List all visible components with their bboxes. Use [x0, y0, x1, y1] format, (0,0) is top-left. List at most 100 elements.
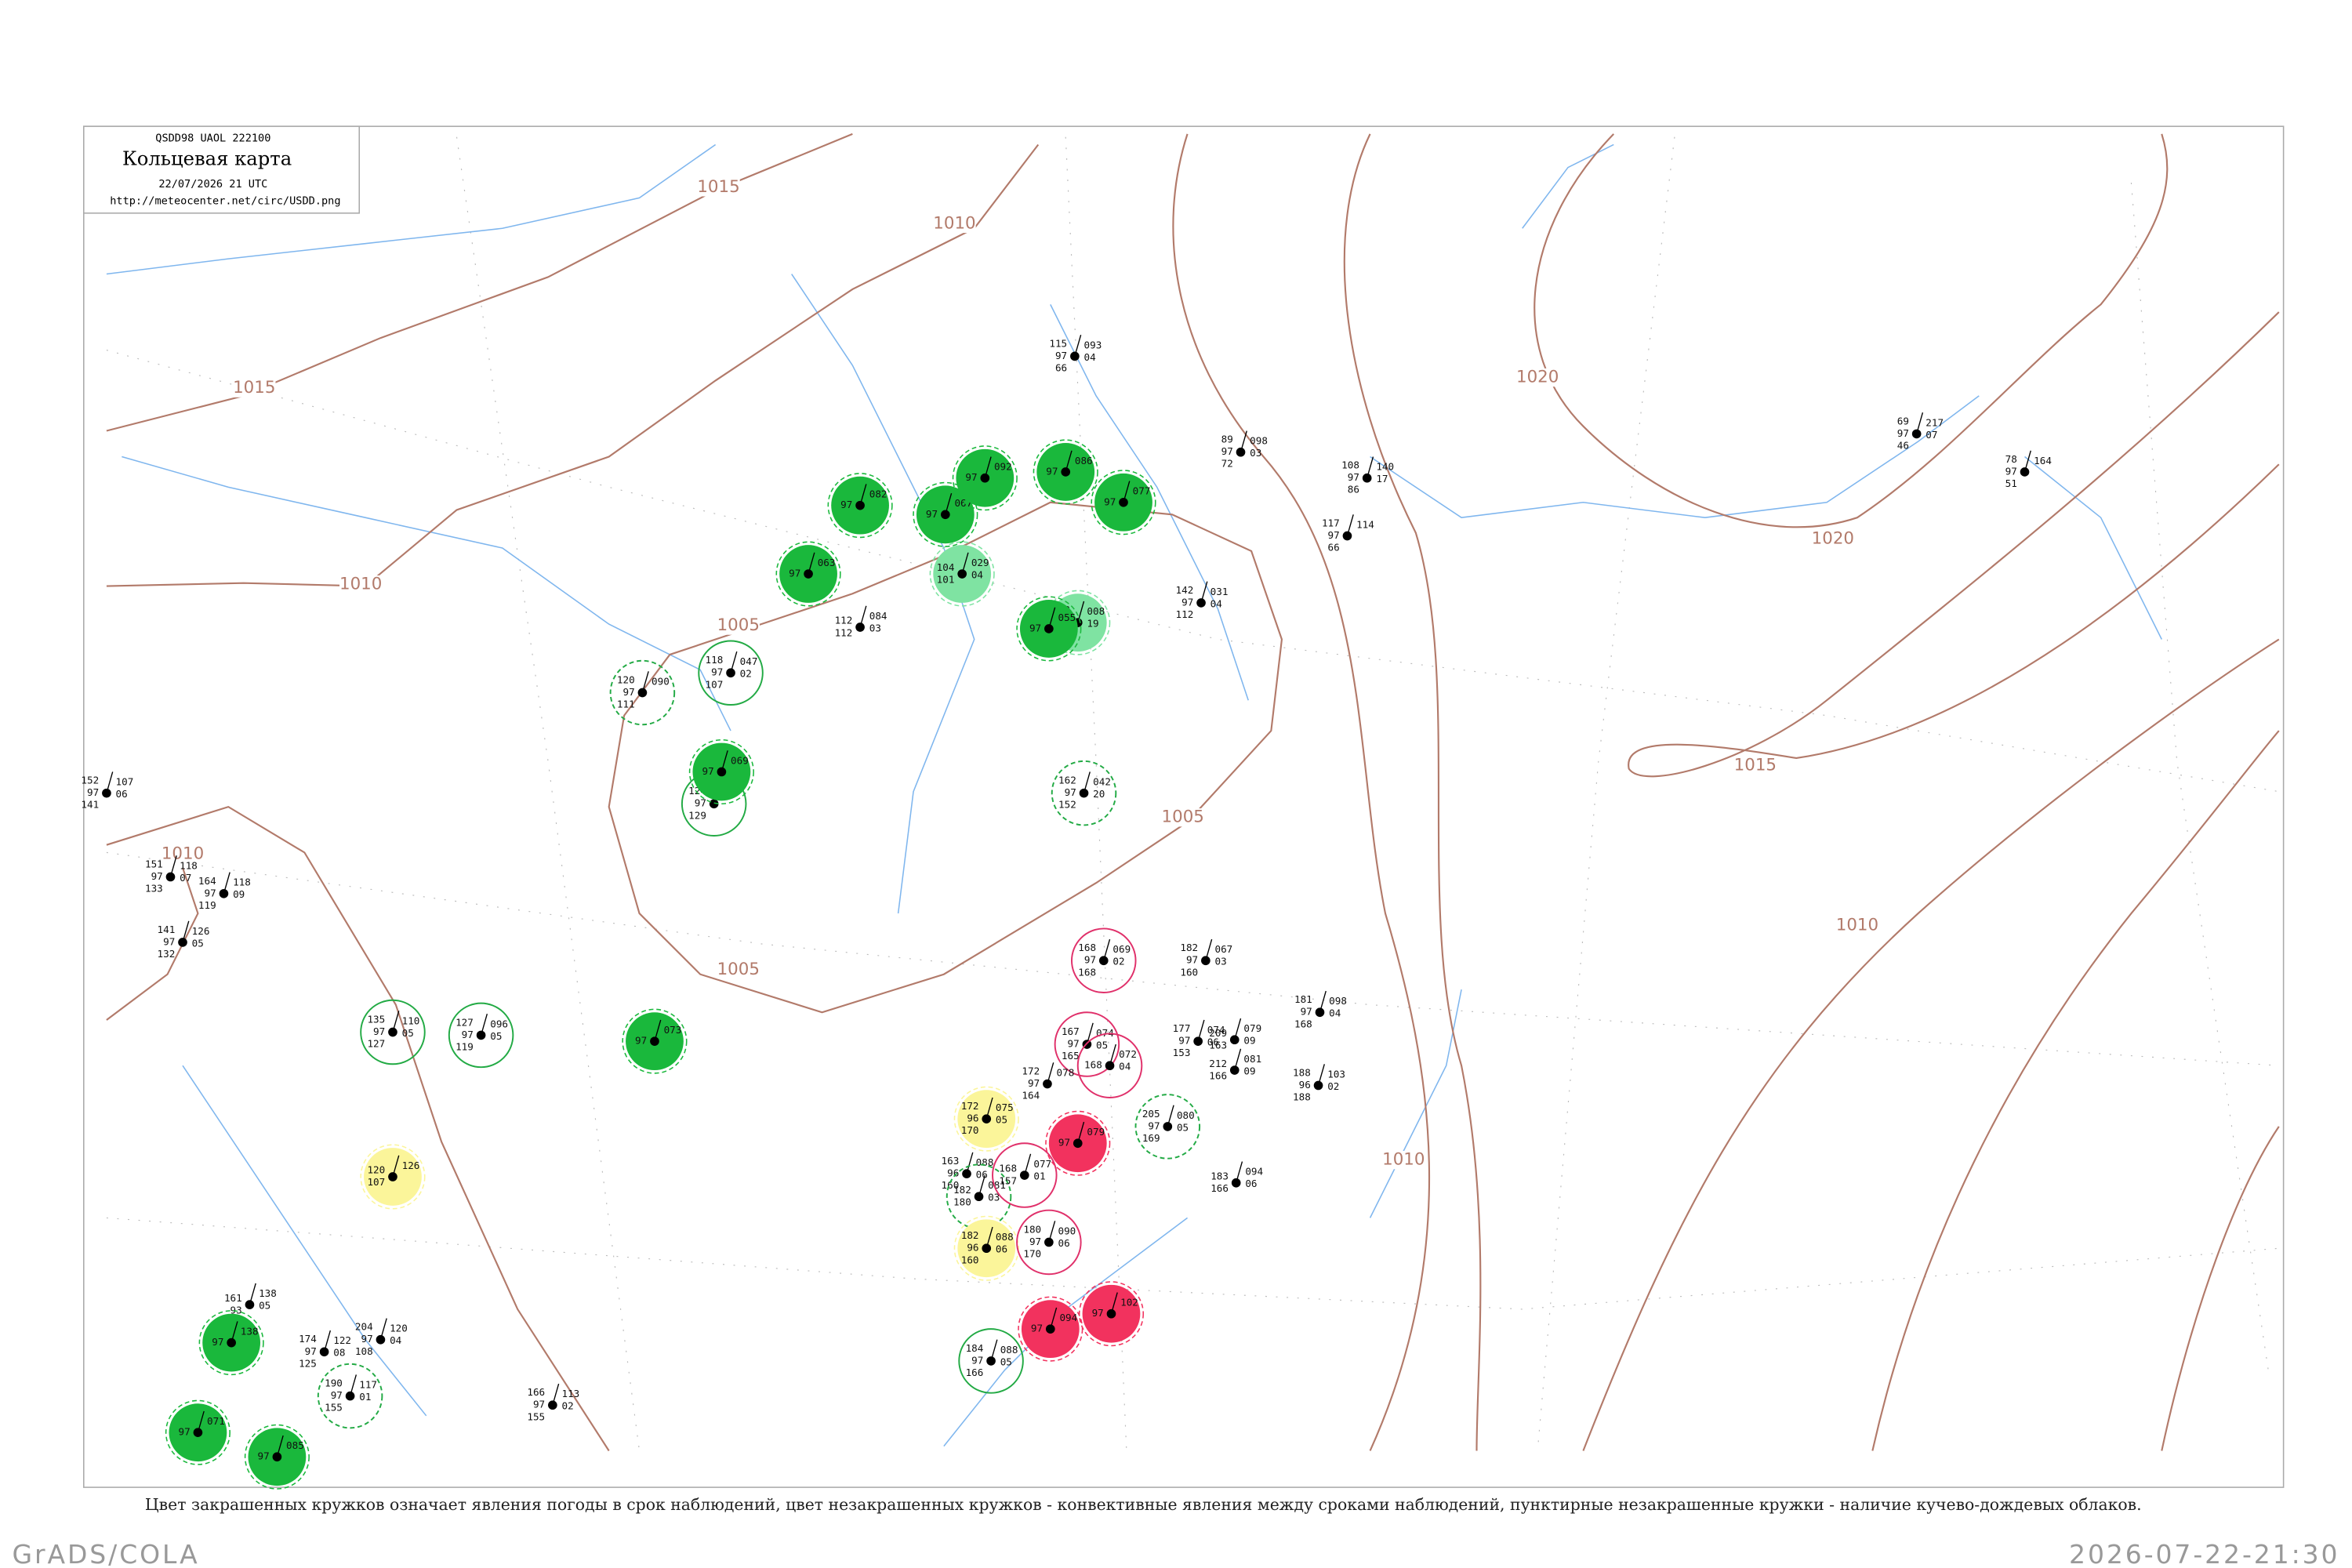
station: 97 094: [1018, 1296, 1083, 1362]
station-left-value: 188: [1293, 1091, 1311, 1103]
station-left-value: 97: [179, 1426, 191, 1438]
station-left-value: 161: [224, 1292, 242, 1304]
station-right-value: 05: [996, 1114, 1007, 1126]
station-left-value: 66: [1055, 361, 1067, 373]
station-left-value: 97: [1328, 529, 1340, 541]
isobar-label-bg: [1835, 916, 1879, 935]
station-right-value: 09: [1243, 1065, 1255, 1076]
station-left-value: 108: [1341, 459, 1359, 471]
station-left-value: 180: [1023, 1223, 1041, 1235]
weather-circle-ring: [1091, 470, 1156, 535]
station-right-value: 140: [1376, 461, 1394, 473]
station-left-value: 97: [151, 870, 163, 882]
map-frame: [83, 125, 2285, 1488]
isobar-label-bg: [1733, 757, 1777, 775]
station-left-value: 160: [942, 1179, 960, 1191]
station-left-value: 166: [527, 1386, 545, 1398]
station-right-value: 06: [116, 788, 128, 800]
station-left-value: 172: [961, 1100, 979, 1112]
station-left-value: 89: [1221, 434, 1233, 445]
station-left-value: 97: [1058, 1137, 1070, 1149]
station-right-value: 06: [1245, 1178, 1257, 1189]
convective-ring: [1076, 1033, 1143, 1098]
station-left-value: 180: [953, 1196, 971, 1207]
isobar-label-bg: [161, 844, 205, 863]
station-left-value: 104: [937, 561, 955, 573]
station-left-value: 97: [258, 1450, 270, 1462]
station-left-value: 72: [1221, 458, 1233, 470]
station-left-value: 118: [706, 654, 724, 666]
station-left-value: 205: [1142, 1108, 1160, 1120]
station-right-value: 069: [731, 754, 749, 766]
wind-barb: [1109, 1044, 1116, 1066]
station-right-value: 06: [976, 1169, 988, 1181]
station-right-value: 113: [562, 1388, 580, 1399]
wind-barb: [1065, 450, 1073, 473]
station-left-value: 162: [1058, 775, 1076, 786]
wind-barb: [984, 456, 992, 478]
station-left-value: 97: [1084, 954, 1096, 966]
station-left-value: 125: [299, 1357, 317, 1369]
station-right-value: 04: [1210, 597, 1222, 609]
header-frame: [83, 125, 361, 214]
wind-barb: [654, 1019, 662, 1042]
station-right-value: 01: [1033, 1170, 1045, 1181]
station-left-value: 172: [1022, 1065, 1040, 1076]
wind-barb: [1103, 938, 1111, 961]
station-dot: [219, 888, 229, 898]
wind-barb: [552, 1383, 560, 1406]
station-left-value: 164: [1022, 1090, 1040, 1102]
station-left-value: 97: [1029, 622, 1041, 633]
station-left-value: 96: [1299, 1079, 1311, 1091]
station: 97 063: [775, 541, 841, 607]
station-left-value: 97: [212, 1336, 223, 1348]
wind-barb: [1024, 1153, 1032, 1176]
station-left-value: 182: [1180, 942, 1198, 953]
station-right-value: 080: [1177, 1109, 1195, 1121]
station-right-value: 094: [1245, 1166, 1263, 1178]
station-left-value: 97: [2005, 465, 2017, 477]
station-right-value: 05: [1000, 1356, 1012, 1367]
station-right-value: 118: [180, 859, 198, 871]
station-left-value: 97: [1186, 954, 1198, 966]
wind-barb: [1086, 1022, 1094, 1045]
station-right-value: 07: [180, 872, 191, 884]
station-right-value: 063: [818, 557, 836, 568]
station-left-value: 181: [1294, 993, 1312, 1005]
weather-circle-ring: [1016, 596, 1082, 662]
wind-barb: [720, 750, 728, 772]
station-left-value: 169: [1142, 1132, 1160, 1144]
station-left-value: 127: [456, 1016, 474, 1028]
isobar-label: 1010: [1836, 916, 1878, 935]
weather-circle-ring: [688, 739, 754, 805]
wind-barb: [1234, 1018, 1242, 1040]
station: 97 073: [622, 1008, 688, 1074]
station-left-value: 152: [1058, 799, 1076, 811]
station-right-value: 031: [1210, 586, 1229, 597]
isobar-label-bg: [933, 214, 976, 234]
station-left-value: 141: [81, 799, 99, 811]
isobars: [106, 132, 2280, 1452]
station-dot: [982, 1114, 992, 1124]
station-right-value: 09: [233, 888, 245, 900]
station-left-value: 119: [198, 899, 216, 911]
station-right-value: 081: [1243, 1053, 1261, 1065]
station-left-value: 142: [1176, 584, 1194, 596]
wind-barb: [197, 1410, 205, 1433]
station-left-value: 120: [617, 673, 635, 685]
header-url: http://meteocenter.net/circ/USDD.png: [110, 194, 340, 207]
wind-barb: [379, 1318, 387, 1340]
station-dot: [1105, 1061, 1115, 1071]
station-right-value: 120: [390, 1323, 408, 1334]
